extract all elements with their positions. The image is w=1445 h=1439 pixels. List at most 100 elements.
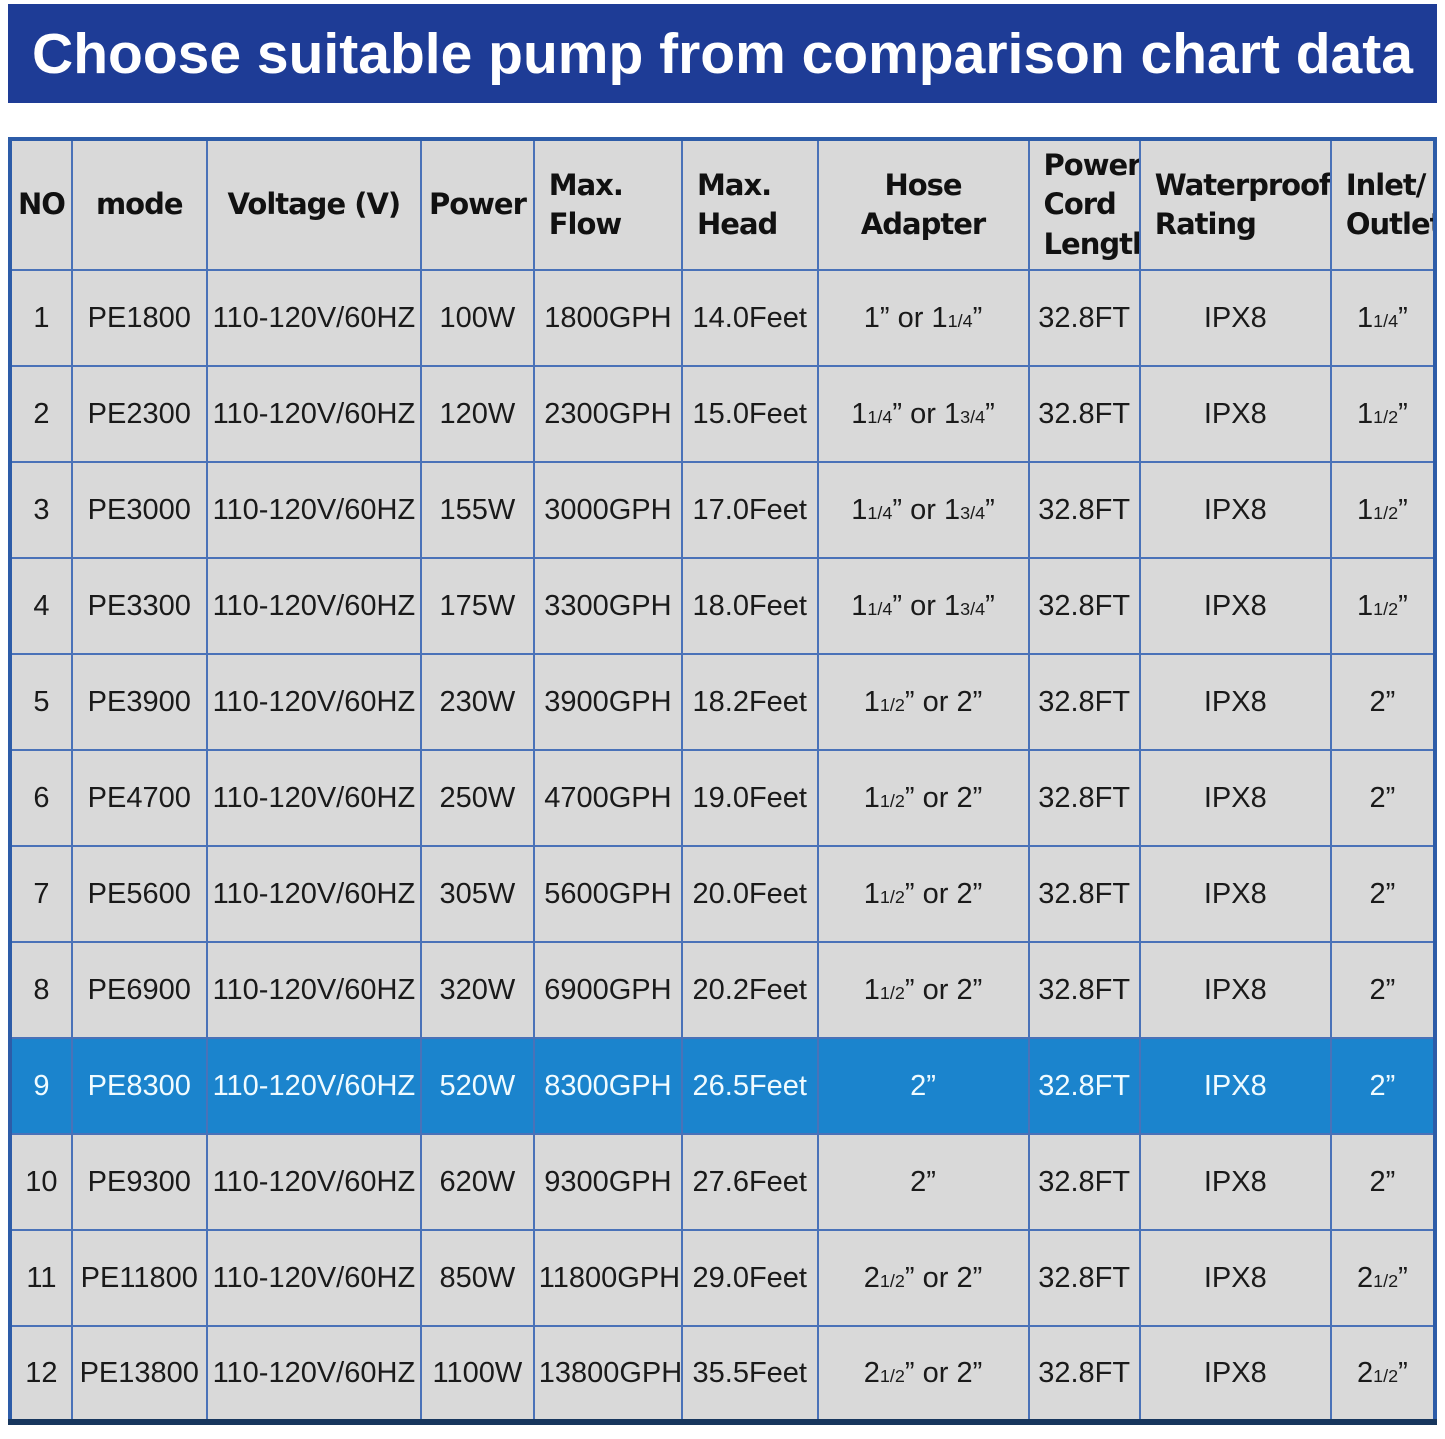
table-body: 1 PE1800 110-120V/60HZ 100W 1800GPH 14.0Feet 1… — [9, 269, 1437, 1423]
cell-power: 230W — [420, 653, 535, 751]
table-row-7: 7 PE5600 110-120V/60HZ 305W 5600GPH 20.0Feet 1… — [9, 845, 1437, 943]
cell-no: 4 — [9, 557, 73, 655]
column-header-waterproof: Waterproof Rating — [1138, 138, 1332, 271]
cell-voltage: 110-120V/60HZ — [205, 461, 423, 559]
cell-waterproof: IPX8 — [1138, 1325, 1332, 1423]
cell-no: 8 — [9, 941, 73, 1039]
cell-max_flow: 2300GPH — [532, 365, 684, 463]
cell-power: 155W — [420, 461, 535, 559]
cell-waterproof: IPX8 — [1138, 365, 1332, 463]
cell-hose_adapter: 1” or 11/4” — [816, 269, 1030, 367]
cell-mode: PE3900 — [70, 653, 208, 751]
cell-mode: PE9300 — [70, 1133, 208, 1231]
cell-max_flow: 3900GPH — [532, 653, 684, 751]
fraction-text: 3/4 — [960, 502, 986, 523]
fraction-text: 1/2 — [1373, 598, 1399, 619]
cell-hose_adapter: 11/4” or 13/4” — [816, 461, 1030, 559]
cell-max_head: 14.0Feet — [681, 269, 819, 367]
fraction-text: 3/4 — [960, 598, 986, 619]
cell-hose_adapter: 11/2” or 2” — [816, 845, 1030, 943]
cell-no: 2 — [9, 365, 73, 463]
cell-max_flow: 8300GPH — [532, 1037, 684, 1135]
cell-power: 175W — [420, 557, 535, 655]
cell-hose_adapter: 21/2” or 2” — [816, 1325, 1030, 1423]
cell-cord_length: 32.8FT — [1027, 1229, 1141, 1327]
cell-voltage: 110-120V/60HZ — [205, 653, 423, 751]
cell-cord_length: 32.8FT — [1027, 1325, 1141, 1423]
cell-no: 5 — [9, 653, 73, 751]
cell-mode: PE11800 — [70, 1229, 208, 1327]
cell-cord_length: 32.8FT — [1027, 845, 1141, 943]
cell-cord_length: 32.8FT — [1027, 941, 1141, 1039]
fraction-text: 1/4 — [867, 406, 893, 427]
cell-cord_length: 32.8FT — [1027, 1133, 1141, 1231]
table-row-8: 8 PE6900 110-120V/60HZ 320W 6900GPH 20.2Feet 1… — [9, 941, 1437, 1039]
cell-mode: PE3300 — [70, 557, 208, 655]
cell-voltage: 110-120V/60HZ — [205, 1037, 423, 1135]
fraction-text: 1/2 — [1373, 502, 1399, 523]
cell-mode: PE6900 — [70, 941, 208, 1039]
cell-hose_adapter: 21/2” or 2” — [816, 1229, 1030, 1327]
cell-no: 11 — [9, 1229, 73, 1327]
column-header-no: NO — [9, 138, 73, 271]
cell-max_head: 29.0Feet — [681, 1229, 819, 1327]
cell-max_head: 18.2Feet — [681, 653, 819, 751]
fraction-text: 1/2 — [879, 1270, 905, 1291]
cell-voltage: 110-120V/60HZ — [205, 557, 423, 655]
cell-power: 100W — [420, 269, 535, 367]
cell-power: 1100W — [420, 1325, 535, 1423]
cell-max_flow: 3300GPH — [532, 557, 684, 655]
fraction-text: 1/2 — [879, 886, 905, 907]
cell-max_head: 20.2Feet — [681, 941, 819, 1039]
cell-waterproof: IPX8 — [1138, 461, 1332, 559]
cell-max_head: 27.6Feet — [681, 1133, 819, 1231]
column-header-inlet_outlet: Inlet/ Outlet — [1329, 138, 1437, 271]
cell-cord_length: 32.8FT — [1027, 1037, 1141, 1135]
cell-cord_length: 32.8FT — [1027, 365, 1141, 463]
cell-waterproof: IPX8 — [1138, 845, 1332, 943]
fraction-text: 1/2 — [879, 790, 905, 811]
cell-power: 850W — [420, 1229, 535, 1327]
cell-max_head: 15.0Feet — [681, 365, 819, 463]
cell-max_flow: 9300GPH — [532, 1133, 684, 1231]
cell-voltage: 110-120V/60HZ — [205, 845, 423, 943]
cell-max_flow: 6900GPH — [532, 941, 684, 1039]
header-row: NO mode Voltage (V) Power Max. Flow Max. Head… — [9, 138, 1437, 271]
cell-no: 7 — [9, 845, 73, 943]
cell-max_flow: 5600GPH — [532, 845, 684, 943]
cell-no: 1 — [9, 269, 73, 367]
cell-cord_length: 32.8FT — [1027, 269, 1141, 367]
cell-no: 9 — [9, 1037, 73, 1135]
column-header-mode: mode — [70, 138, 208, 271]
cell-voltage: 110-120V/60HZ — [205, 365, 423, 463]
cell-max_flow: 11800GPH — [532, 1229, 684, 1327]
cell-voltage: 110-120V/60HZ — [205, 269, 423, 367]
cell-inlet_outlet: 2” — [1329, 749, 1437, 847]
cell-voltage: 110-120V/60HZ — [205, 1133, 423, 1231]
table-row-12: 12 PE13800 110-120V/60HZ 1100W 13800GPH 35.5F… — [9, 1325, 1437, 1423]
cell-max_flow: 4700GPH — [532, 749, 684, 847]
cell-mode: PE13800 — [70, 1325, 208, 1423]
cell-inlet_outlet: 2” — [1329, 653, 1437, 751]
cell-inlet_outlet: 2” — [1329, 1133, 1437, 1231]
cell-hose_adapter: 11/2” or 2” — [816, 653, 1030, 751]
cell-power: 620W — [420, 1133, 535, 1231]
cell-max_flow: 3000GPH — [532, 461, 684, 559]
cell-mode: PE1800 — [70, 269, 208, 367]
cell-cord_length: 32.8FT — [1027, 749, 1141, 847]
cell-max_head: 19.0Feet — [681, 749, 819, 847]
fraction-text: 1/2 — [879, 1365, 905, 1386]
cell-max_head: 17.0Feet — [681, 461, 819, 559]
cell-no: 12 — [9, 1325, 73, 1423]
cell-voltage: 110-120V/60HZ — [205, 749, 423, 847]
cell-cord_length: 32.8FT — [1027, 653, 1141, 751]
cell-inlet_outlet: 11/4” — [1329, 269, 1437, 367]
column-header-voltage: Voltage (V) — [205, 138, 423, 271]
cell-hose_adapter: 2” — [816, 1133, 1030, 1231]
page-title: Choose suitable pump from comparison cha… — [8, 4, 1437, 103]
cell-inlet_outlet: 11/2” — [1329, 461, 1437, 559]
fraction-text: 1/4 — [1373, 310, 1399, 331]
cell-waterproof: IPX8 — [1138, 1229, 1332, 1327]
cell-mode: PE8300 — [70, 1037, 208, 1135]
